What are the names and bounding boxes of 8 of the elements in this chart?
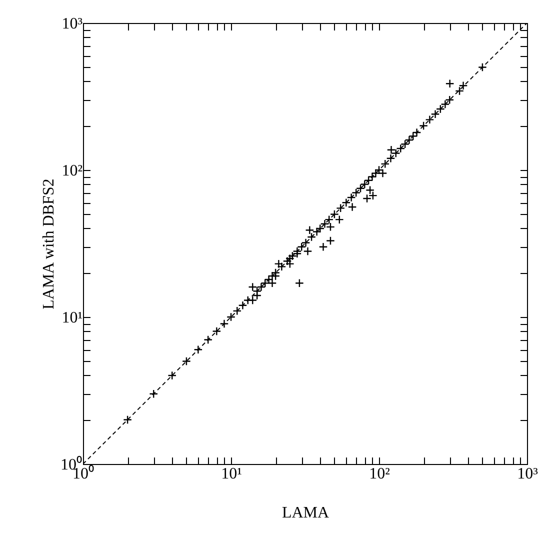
y-tick-label: 10² (62, 162, 83, 180)
x-tick-label: 10² (369, 466, 390, 482)
y-tick-label: 10³ (62, 16, 83, 32)
y-tick-label: 10¹ (62, 310, 83, 326)
x-axis-title: LAMA (282, 504, 330, 522)
y-axis-title: LAMA with DBFS2 (40, 178, 58, 310)
x-tick-label: 10¹ (221, 466, 242, 482)
x-tick-label: 10³ (517, 466, 538, 482)
